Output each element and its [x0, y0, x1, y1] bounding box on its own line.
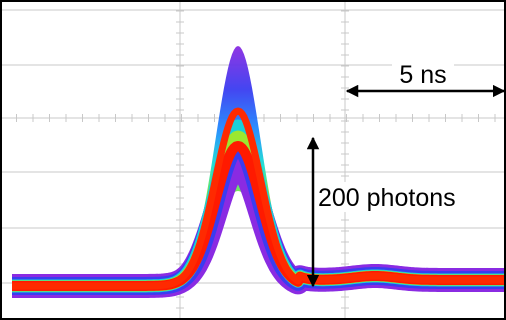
oscilloscope-screen: 5 ns 200 photons [0, 0, 506, 320]
amplitude-scale-label: 200 photons [318, 184, 456, 212]
page: 5 ns 200 photons (() => { const data = J… [0, 0, 506, 320]
time-scale-label: 5 ns [399, 61, 446, 89]
